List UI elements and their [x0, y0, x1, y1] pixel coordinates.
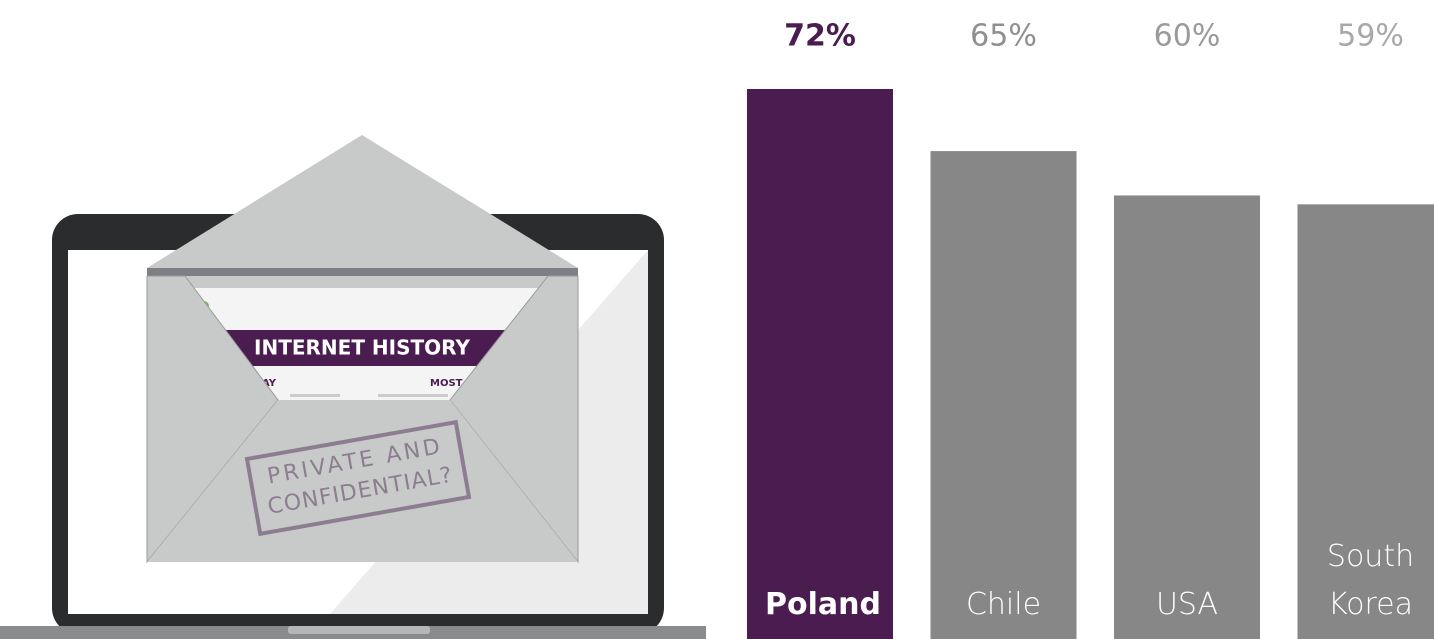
tab-text: MOST — [430, 378, 463, 389]
category-label: South Korea — [1316, 533, 1426, 629]
laptop-notch — [288, 626, 430, 634]
value-label: 59% — [1337, 19, 1404, 54]
category-label: Chile — [949, 581, 1059, 629]
category-label-box: South Korea — [1298, 439, 1434, 629]
value-label: 60% — [1154, 19, 1221, 54]
illustration: INTERNET HISTORY AY MOST PRIVATE AND CON… — [0, 135, 706, 639]
value-label: 72% — [784, 19, 856, 54]
category-label-box: USA — [1114, 439, 1260, 629]
envelope-edge — [147, 268, 578, 276]
tab-line — [378, 394, 448, 397]
category-label-box: Chile — [931, 439, 1077, 629]
infographic: INTERNET HISTORY AY MOST PRIVATE AND CON… — [0, 0, 1434, 639]
value-label: 65% — [970, 19, 1037, 54]
bar-chart: 72% Poland 65% Chile 60% USA 59% South Korea — [747, 19, 1434, 639]
category-label: USA — [1132, 581, 1242, 629]
envelope-flap — [147, 135, 578, 268]
tab-line — [290, 394, 340, 397]
banner-text: INTERNET HISTORY — [254, 336, 470, 360]
category-label: Poland — [765, 581, 875, 629]
category-label-box: Poland — [747, 439, 893, 629]
